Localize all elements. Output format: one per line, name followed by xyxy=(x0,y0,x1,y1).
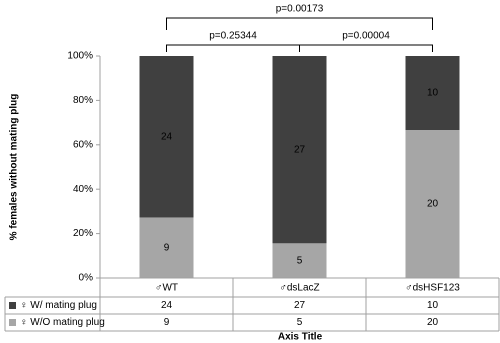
y-tick-label: 60% xyxy=(73,139,93,150)
data-label: 9 xyxy=(164,242,170,253)
table-value: 10 xyxy=(427,300,439,311)
bracket xyxy=(166,44,300,52)
table-value: 24 xyxy=(161,300,173,311)
bar-segment xyxy=(139,56,194,218)
data-label: 10 xyxy=(427,88,439,99)
y-tick-label: 0% xyxy=(79,273,94,284)
y-axis-label: % females without mating plug xyxy=(9,94,20,241)
y-tick-label: 40% xyxy=(73,184,93,195)
legend-label: ♀ W/O mating plug xyxy=(20,317,105,328)
x-tick-label: ♂dsHSF123 xyxy=(405,283,460,294)
table-value: 5 xyxy=(297,317,303,328)
p-value: p=0.00004 xyxy=(342,31,390,42)
legend-swatch xyxy=(9,302,16,309)
y-tick-label: 20% xyxy=(73,228,93,239)
table-value: 20 xyxy=(427,317,439,328)
x-tick-label: ♂WT xyxy=(155,283,178,294)
x-axis-label: Axis Title xyxy=(278,332,323,343)
data-label: 27 xyxy=(294,144,306,155)
table-value: 27 xyxy=(294,300,306,311)
table-value: 9 xyxy=(164,317,170,328)
data-label: 5 xyxy=(297,255,303,266)
bracket xyxy=(299,44,433,52)
bar-segment xyxy=(272,56,327,244)
p-value: p=0.25344 xyxy=(209,31,257,42)
bar-segment xyxy=(139,217,194,278)
p-value: p=0.00173 xyxy=(276,4,324,15)
data-label: 24 xyxy=(161,131,173,142)
y-tick-label: 80% xyxy=(73,95,93,106)
bar-segment xyxy=(405,56,460,130)
data-label: 20 xyxy=(427,199,439,210)
legend-swatch xyxy=(9,319,16,326)
x-tick-label: ♂dsLacZ xyxy=(279,283,319,294)
bracket xyxy=(166,17,433,30)
y-tick-label: 100% xyxy=(67,51,93,62)
bar-segment xyxy=(405,130,460,278)
legend-label: ♀ W/ mating plug xyxy=(20,300,97,311)
bar-segment xyxy=(272,243,327,278)
